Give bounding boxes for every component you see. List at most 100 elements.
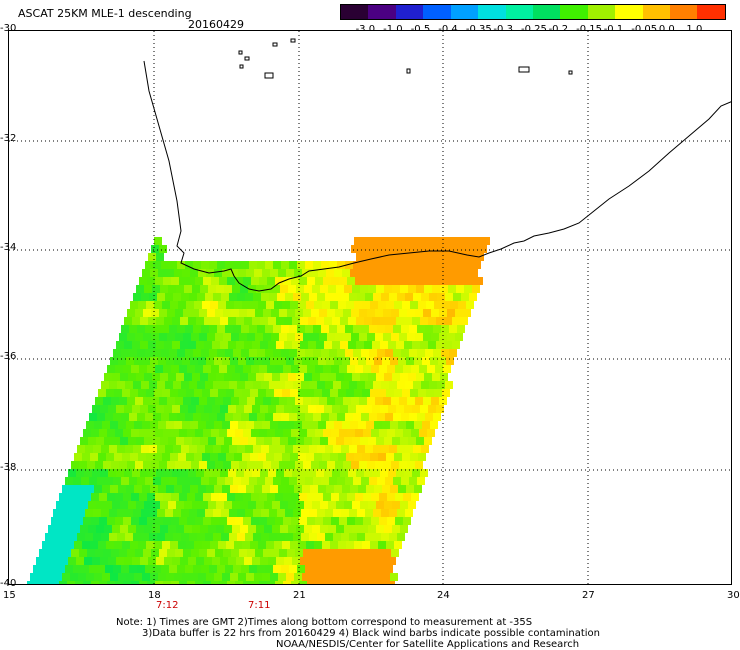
swath-cell <box>267 581 275 584</box>
swath-cell <box>190 357 198 365</box>
swath-cell <box>264 525 272 533</box>
swath-cell <box>286 573 294 581</box>
swath-cell <box>375 333 383 341</box>
swath-cell <box>397 509 405 517</box>
swath-cell <box>308 341 316 349</box>
swath-cell <box>275 581 283 584</box>
swath-cell <box>279 461 287 469</box>
swath-cell <box>115 581 123 584</box>
swath-cell <box>384 525 392 533</box>
swath-cell <box>448 285 456 293</box>
swath-cell <box>288 501 296 509</box>
swath-cell <box>338 453 346 461</box>
swath-cell <box>258 389 266 397</box>
swath-cell <box>192 373 200 381</box>
swath-cell <box>279 549 287 557</box>
swath-cell <box>211 365 219 373</box>
swath-cell <box>382 573 390 581</box>
swath-cell <box>369 325 377 333</box>
swath-cell <box>293 381 301 389</box>
swath-cell <box>242 453 250 461</box>
swath-cell <box>250 541 258 549</box>
swath-cell <box>335 309 343 317</box>
swath-cell <box>397 445 405 453</box>
swath-cell <box>365 533 373 541</box>
swath-cell <box>88 437 96 445</box>
swath-cell <box>109 509 117 517</box>
swath-cell <box>222 357 230 365</box>
swath-cell <box>280 285 288 293</box>
swath-cell <box>229 381 237 389</box>
swath-cell <box>376 285 384 293</box>
swath-cell <box>337 565 345 573</box>
swath-cell <box>355 581 363 584</box>
swath-cell <box>43 581 51 584</box>
swath-cell <box>151 245 159 253</box>
swath-cell <box>240 501 248 509</box>
swath-cell <box>400 437 408 445</box>
colorbar-label: -0.3 <box>493 24 513 35</box>
swath-cell <box>186 389 194 397</box>
swath-cell <box>128 501 136 509</box>
swath-cell <box>281 261 289 269</box>
swath-cell <box>459 277 467 285</box>
swath-cell <box>148 341 156 349</box>
y-tick-label: -40 <box>0 578 17 589</box>
swath-cell <box>435 277 443 285</box>
swath-cell <box>429 381 437 389</box>
swath-cell <box>151 309 159 317</box>
swath-cell <box>83 581 91 584</box>
swath-cell <box>203 581 211 584</box>
swath-cell <box>375 461 383 469</box>
swath-cell <box>174 421 182 429</box>
swath-cell <box>222 485 230 493</box>
swath-cell <box>166 573 174 581</box>
swath-cell <box>167 333 175 341</box>
swath-cell <box>454 269 462 277</box>
swath-cell <box>182 357 190 365</box>
swath-cell <box>304 437 312 445</box>
swath-cell <box>383 333 391 341</box>
swath-cell <box>203 493 211 501</box>
swath-cell <box>214 421 222 429</box>
swath-cell <box>339 429 347 437</box>
swath-cell <box>389 509 397 517</box>
swath-cell <box>397 533 405 541</box>
swath-cell <box>68 557 76 565</box>
swath-cell <box>153 477 161 485</box>
swath-cell <box>333 293 341 301</box>
swath-cell <box>382 269 390 277</box>
swath-cell <box>131 365 139 373</box>
swath-cell <box>115 429 123 437</box>
swath-cell <box>107 581 115 584</box>
swath-cell <box>337 261 345 269</box>
swath-cell <box>376 437 384 445</box>
swath-cell <box>423 333 431 341</box>
swath-cell <box>333 533 341 541</box>
swath-cell <box>424 373 432 381</box>
swath-cell <box>125 509 133 517</box>
swath-cell <box>319 333 327 341</box>
swath-cell <box>329 325 337 333</box>
swath-cell <box>61 533 69 541</box>
swath-cell <box>294 485 302 493</box>
swath-cell <box>375 397 383 405</box>
swath-cell <box>396 341 404 349</box>
colorbar-swatch <box>670 5 698 19</box>
swath-cell <box>289 349 297 357</box>
swath-cell <box>378 389 386 397</box>
swath-cell <box>342 357 350 365</box>
swath-cell <box>74 453 82 461</box>
swath-cell <box>212 469 220 477</box>
swath-cell <box>132 405 140 413</box>
swath-cell <box>322 389 330 397</box>
swath-cell <box>284 317 292 325</box>
swath-cell <box>377 261 385 269</box>
swath-cell <box>243 493 251 501</box>
swath-cell <box>245 509 253 517</box>
swath-cell <box>170 541 178 549</box>
swath-cell <box>308 557 316 565</box>
swath-cell <box>141 509 149 517</box>
swath-cell <box>355 365 363 373</box>
swath-cell <box>73 565 81 573</box>
